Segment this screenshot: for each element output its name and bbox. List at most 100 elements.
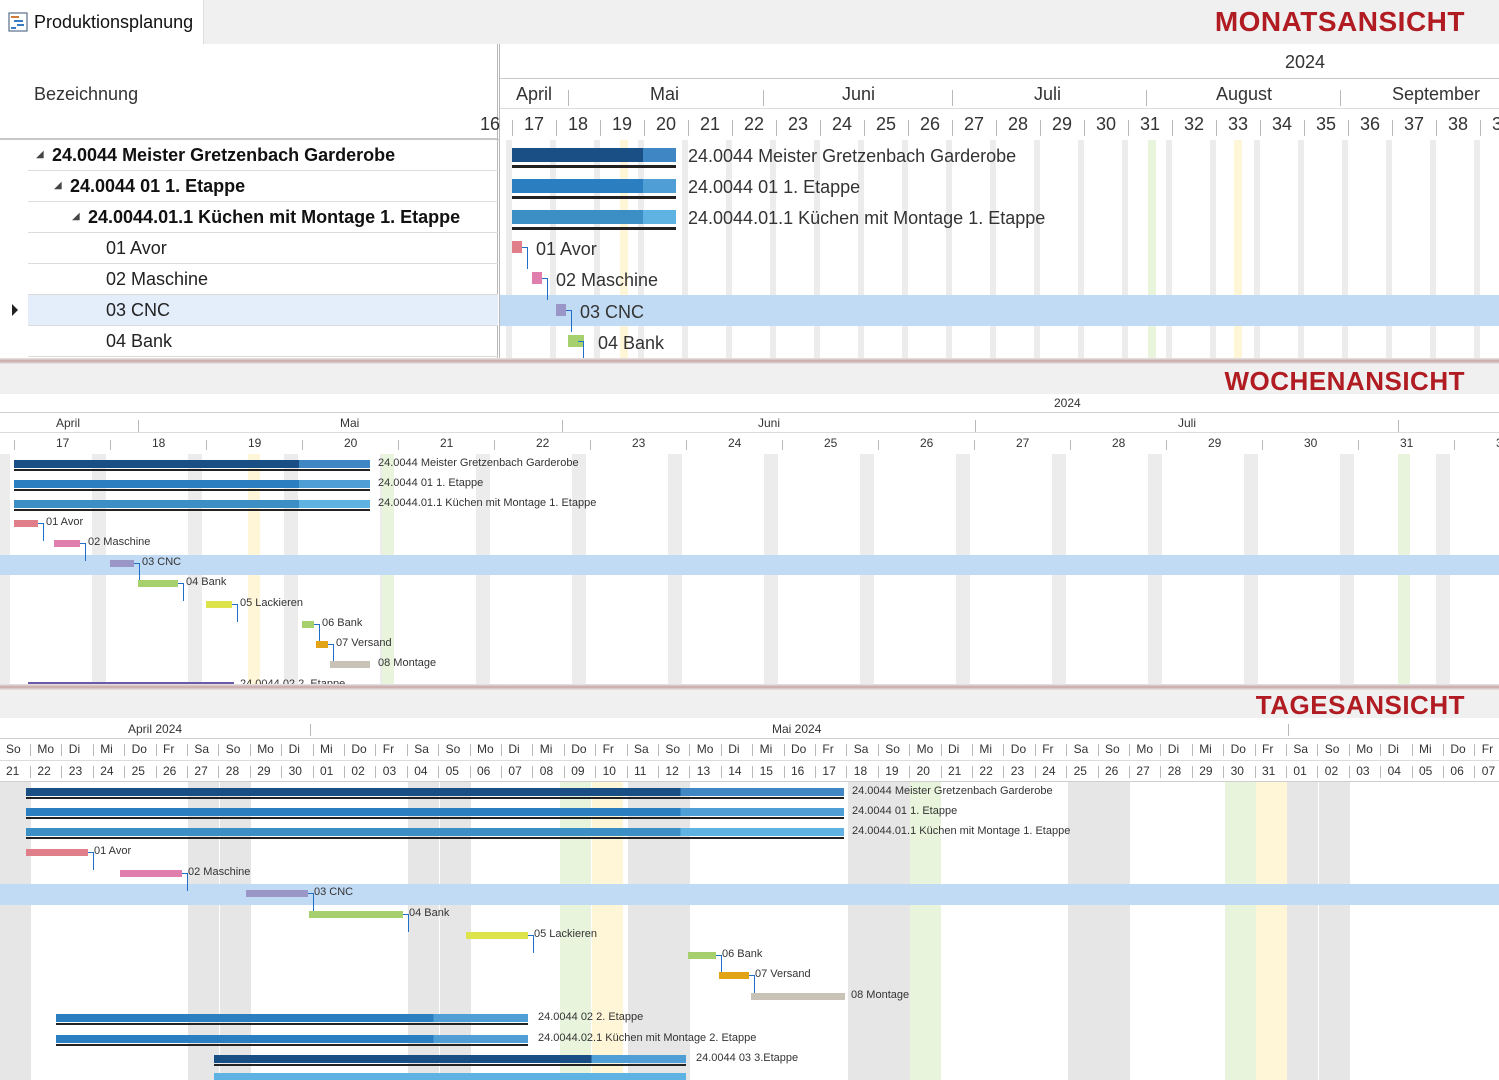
summary-bracket <box>14 509 370 511</box>
week-label: 18 <box>568 114 589 134</box>
task-row[interactable]: 01 Avor <box>28 233 498 264</box>
task-row[interactable]: 04 Bank <box>28 326 498 357</box>
collapse-triangle-icon[interactable]: ◢ <box>36 149 44 160</box>
day-tick <box>1191 744 1193 756</box>
dependency-connector <box>308 893 314 911</box>
weekday-label: Mo <box>37 742 55 756</box>
week-tick <box>1304 120 1305 136</box>
summary-bar[interactable] <box>214 1073 686 1080</box>
day-label: 01 <box>320 764 334 778</box>
summary-bar[interactable] <box>26 808 844 816</box>
day-tick <box>375 744 377 756</box>
week-label: 17 <box>524 114 545 134</box>
view-label-month: MONATSANSICHT <box>1214 6 1465 37</box>
month-label: April <box>56 416 81 430</box>
weekday-label: Mi <box>539 742 553 756</box>
day-tick <box>124 766 126 778</box>
summary-bar[interactable] <box>56 1035 528 1043</box>
task-row[interactable]: ◢ 24.0044 01 1. Etappe <box>28 171 498 202</box>
week-tick <box>1084 120 1085 136</box>
summary-bar[interactable] <box>26 788 844 796</box>
task-bar[interactable] <box>138 580 178 587</box>
week-tick <box>732 120 733 136</box>
view-separator <box>0 358 1499 364</box>
task-bar-label: 04 Bank <box>409 907 450 919</box>
day-tick <box>406 744 408 756</box>
week-label: 29 <box>1052 114 1073 134</box>
task-bar[interactable] <box>751 993 845 1000</box>
week-label: 34 <box>1272 114 1293 134</box>
task-row[interactable]: 03 CNC <box>28 295 498 326</box>
day-tick <box>846 766 848 778</box>
summary-bar[interactable] <box>512 210 676 224</box>
task-bar[interactable] <box>206 601 232 608</box>
task-bar-label: 08 Montage <box>378 657 437 669</box>
week-tick <box>1454 440 1455 450</box>
task-bar[interactable] <box>14 520 38 527</box>
collapse-triangle-icon[interactable]: ◢ <box>72 211 80 222</box>
task-bar[interactable] <box>26 849 88 856</box>
task-row[interactable]: 02 Maschine <box>28 264 498 295</box>
week-label: 32 <box>1496 436 1499 450</box>
month-label: Juli <box>1178 416 1197 430</box>
weekend-band <box>550 140 556 360</box>
task-bar[interactable] <box>302 621 314 628</box>
task-bar[interactable] <box>568 335 584 347</box>
day-tick <box>61 744 63 756</box>
week-view-panel: WOCHENANSICHT 2024AprilMaiJuniJuli161718… <box>0 364 1499 686</box>
day-tick <box>1380 766 1382 778</box>
weekday-label: Sa <box>1073 742 1089 756</box>
summary-bar[interactable] <box>26 828 844 836</box>
day-tick <box>626 766 628 778</box>
header-divider <box>0 138 497 139</box>
summary-bar[interactable] <box>214 1055 686 1063</box>
task-bar[interactable] <box>719 972 749 979</box>
task-bar[interactable] <box>246 890 308 897</box>
task-row[interactable]: ◢ 24.0044.01.1 Küchen mit Montage 1. Etap… <box>28 202 498 233</box>
task-bar-label: 02 Maschine <box>188 866 251 878</box>
task-bar[interactable] <box>556 304 566 316</box>
day-tick <box>720 744 722 756</box>
task-bar[interactable] <box>309 911 403 918</box>
week-tick <box>600 120 601 136</box>
task-row[interactable]: ◢ 24.0044 Meister Gretzenbach Garderobe <box>28 140 498 171</box>
week-label: 29 <box>1208 436 1222 450</box>
day-label: 21 <box>6 764 20 778</box>
day-label: 14 <box>728 764 742 778</box>
day-tick <box>658 744 659 756</box>
column-header-bezeichnung[interactable]: Bezeichnung <box>34 84 139 104</box>
week-label: 19 <box>248 436 262 450</box>
summary-bar[interactable] <box>14 500 370 508</box>
task-bar[interactable] <box>54 540 80 547</box>
task-bar[interactable] <box>110 560 134 567</box>
task-bar[interactable] <box>330 661 370 668</box>
summary-bar[interactable] <box>14 480 370 488</box>
task-bar[interactable] <box>688 952 716 959</box>
day-label: 19 <box>885 764 899 778</box>
summary-bar-label: 24.0044.02.1 Küchen mit Montage 2. Etapp… <box>538 1032 757 1044</box>
day-label: 28 <box>1167 764 1182 778</box>
collapse-triangle-icon[interactable]: ◢ <box>54 180 62 191</box>
summary-bracket <box>26 797 844 799</box>
task-bar-label: 07 Versand <box>336 637 392 649</box>
task-bar[interactable] <box>120 870 182 877</box>
summary-bar[interactable] <box>56 1014 528 1022</box>
task-bar[interactable] <box>316 641 328 648</box>
summary-bar[interactable] <box>512 148 676 162</box>
week-tick <box>1348 120 1349 136</box>
week-label: 37 <box>1404 114 1425 134</box>
day-tick <box>344 744 345 756</box>
day-tick <box>187 744 188 756</box>
summary-bar[interactable] <box>14 460 370 468</box>
day-label: 13 <box>696 764 711 778</box>
task-label: 01 Avor <box>106 238 167 258</box>
day-label: 04 <box>414 764 428 778</box>
summary-bar[interactable] <box>512 179 676 193</box>
day-label: 31 <box>1262 764 1276 778</box>
task-bar[interactable] <box>532 272 542 284</box>
tab-produktionsplanung[interactable]: Produktionsplanung <box>0 0 204 44</box>
month-tick <box>952 90 953 106</box>
task-bar[interactable] <box>512 241 522 253</box>
day-tick <box>1411 766 1413 778</box>
task-bar[interactable] <box>466 932 528 939</box>
